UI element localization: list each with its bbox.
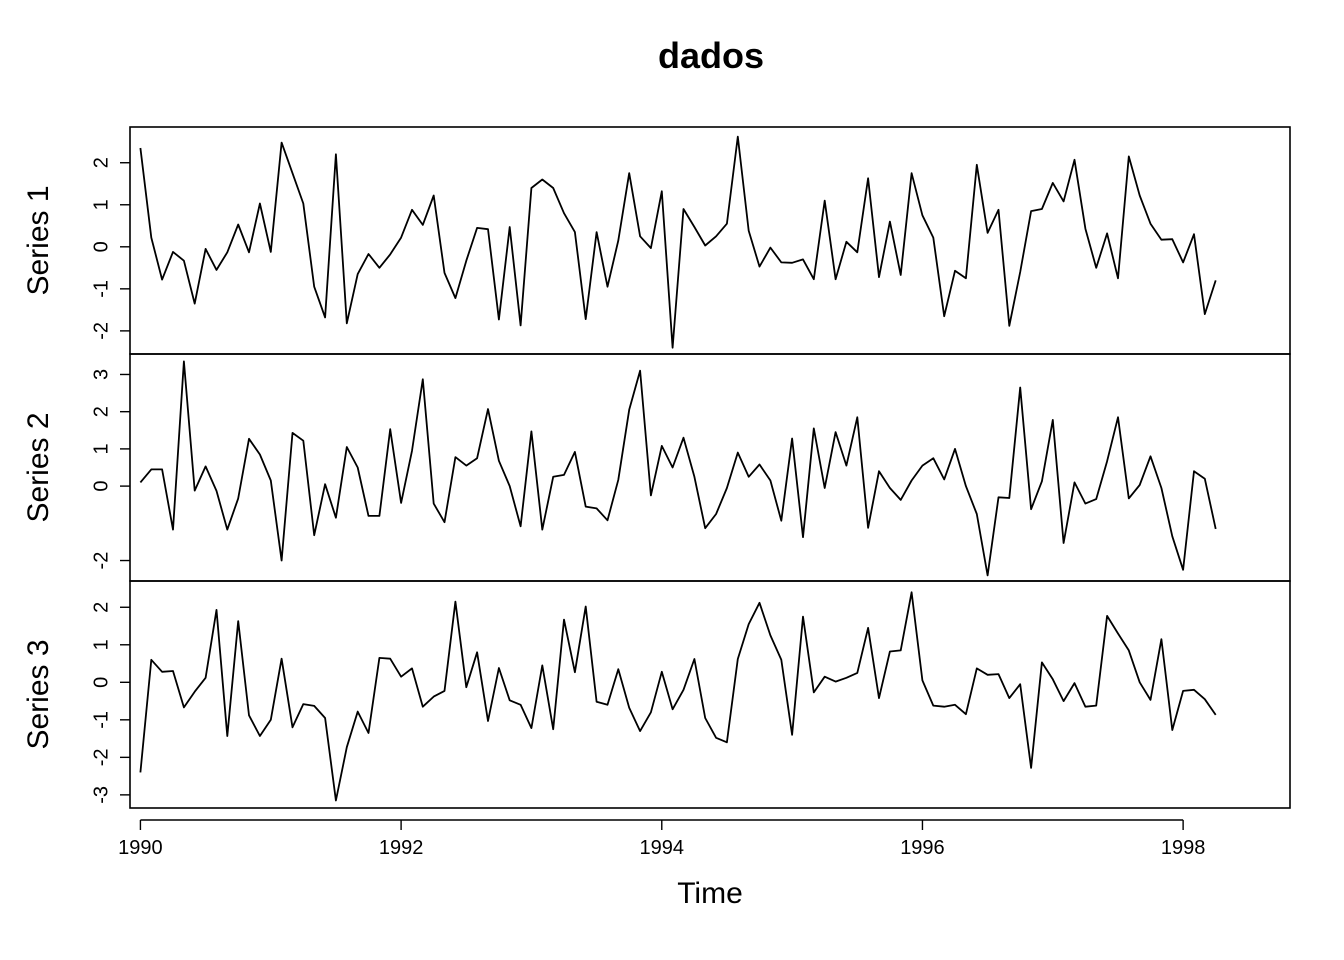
- series-line-1: [139, 135, 1217, 349]
- y-tick-label: -2: [90, 322, 112, 340]
- series-label-3: Series 3: [22, 639, 55, 749]
- panel-frame: [129, 353, 1291, 582]
- x-tick-label: 1992: [379, 837, 424, 859]
- y-tick-label: -2: [90, 552, 112, 570]
- y-tick-label: 1: [90, 443, 112, 454]
- series-line-3: [139, 591, 1217, 802]
- y-tick-label: 2: [90, 157, 112, 168]
- panel-series-3: -3 -2 -1 0 1 2 Series 3: [22, 580, 1291, 809]
- panels: -2 -1 0 1 2 Series 1 -2 0 1 2 3 Series 2 -3 -2 -1 0 1 2 Se…: [22, 126, 1291, 809]
- y-tick-label: 1: [90, 199, 112, 210]
- y-tick-label: -3: [90, 786, 112, 804]
- x-tick-label: 1994: [640, 837, 685, 859]
- panel-frame: [129, 580, 1291, 809]
- chart-title: dados: [658, 35, 764, 76]
- y-tick-label: -1: [90, 711, 112, 729]
- y-tick-label: 0: [90, 481, 112, 492]
- y-tick-label: 1: [90, 639, 112, 650]
- panel-series-2: -2 0 1 2 3 Series 2: [22, 353, 1291, 582]
- y-tick-label: 0: [90, 677, 112, 688]
- x-tick-label: 1998: [1161, 837, 1206, 859]
- x-axis: 1990 1992 1994 1996 1998: [118, 819, 1206, 859]
- y-tick-label: 0: [90, 241, 112, 252]
- series-line-2: [139, 360, 1217, 577]
- y-tick-label: 2: [90, 602, 112, 613]
- y-tick-label: -2: [90, 748, 112, 766]
- x-axis-label: Time: [677, 877, 743, 910]
- x-tick-label: 1996: [900, 837, 945, 859]
- series-label-2: Series 2: [22, 412, 55, 522]
- panel-series-1: -2 -1 0 1 2 Series 1: [22, 126, 1291, 355]
- y-tick-label: 2: [90, 406, 112, 417]
- series-label-1: Series 1: [22, 185, 55, 295]
- x-tick-label: 1990: [118, 837, 163, 859]
- y-tick-label: -1: [90, 280, 112, 298]
- y-tick-label: 3: [90, 369, 112, 380]
